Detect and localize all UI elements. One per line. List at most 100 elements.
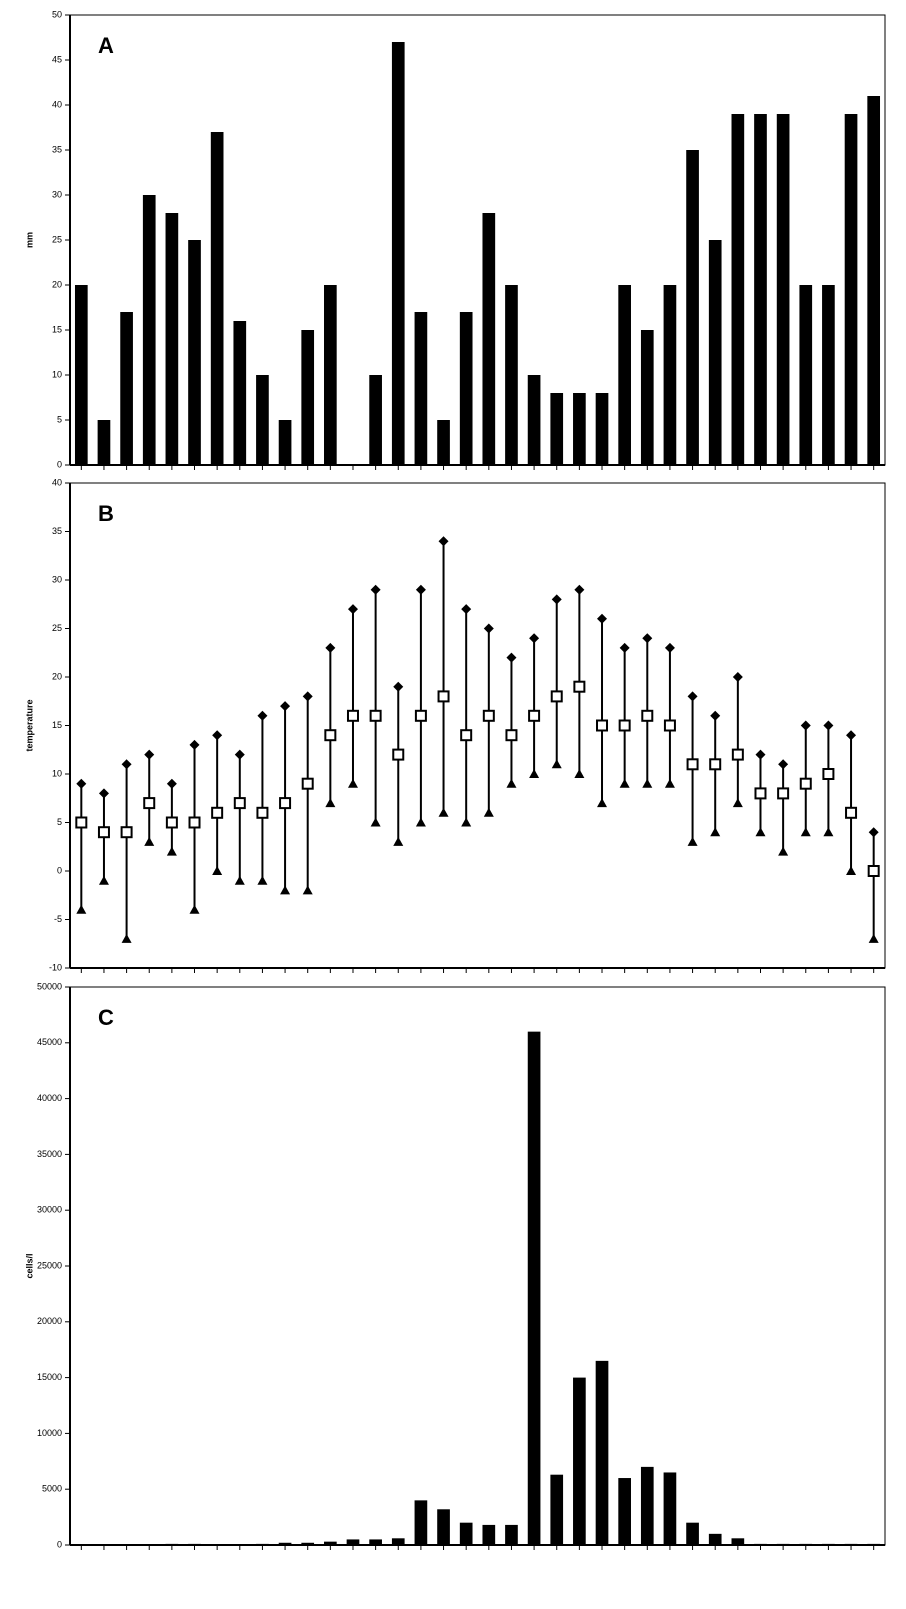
bar — [640, 330, 654, 465]
mean-marker — [845, 806, 858, 819]
max-marker — [732, 672, 743, 682]
mean-marker — [143, 797, 156, 810]
bar — [867, 96, 881, 465]
max-marker — [144, 749, 155, 760]
mean-marker — [211, 806, 224, 819]
y-tick-label: 45000 — [37, 1037, 62, 1047]
mean-marker — [437, 690, 450, 703]
mean-marker — [618, 719, 631, 732]
bar — [256, 375, 269, 465]
bar — [844, 1543, 858, 1545]
bar — [142, 195, 156, 465]
mean-marker — [573, 680, 586, 693]
min-marker — [76, 904, 87, 914]
min-marker — [732, 798, 743, 808]
mean-marker — [414, 709, 427, 722]
mean-marker — [279, 797, 292, 810]
bar — [731, 114, 745, 465]
y-axis-label: temperature — [24, 699, 34, 751]
bar — [505, 1524, 518, 1545]
bar — [482, 1524, 496, 1545]
bar — [142, 1544, 156, 1545]
bar — [459, 1522, 473, 1545]
y-tick-label: 30 — [52, 189, 62, 199]
min-marker — [483, 807, 494, 817]
bar — [550, 1474, 564, 1545]
bar — [573, 1377, 586, 1545]
max-marker — [393, 681, 404, 692]
bar — [369, 375, 382, 465]
y-tick-label: 0 — [57, 1539, 62, 1549]
min-marker — [619, 778, 630, 788]
panel-label: C — [98, 1005, 114, 1030]
y-tick-label: 40 — [52, 99, 62, 109]
max-marker — [234, 749, 245, 760]
max-marker — [755, 749, 766, 760]
y-tick-label: 10 — [52, 768, 62, 778]
min-marker — [461, 817, 472, 827]
min-marker — [597, 798, 608, 808]
y-tick-label: -10 — [49, 962, 62, 972]
y-tick-label: 20 — [52, 279, 62, 289]
y-tick-label: 35 — [52, 526, 62, 536]
min-marker — [370, 817, 381, 827]
mean-marker — [505, 729, 518, 742]
mean-marker — [822, 768, 835, 780]
bar — [97, 1544, 111, 1545]
bar — [74, 1544, 88, 1545]
bar — [437, 420, 450, 465]
max-marker — [325, 642, 336, 653]
max-marker — [438, 536, 449, 547]
bar — [301, 1542, 315, 1545]
bar — [867, 1543, 881, 1545]
min-marker — [121, 933, 132, 943]
mean-marker — [867, 865, 880, 877]
mean-marker — [75, 816, 88, 829]
y-axis-label: cells/l — [24, 1253, 34, 1278]
bar — [686, 1522, 699, 1545]
bar — [97, 420, 111, 465]
min-marker — [347, 778, 358, 788]
mean-marker — [799, 777, 812, 790]
max-marker — [483, 623, 494, 634]
max-marker — [302, 691, 313, 702]
max-marker — [189, 739, 200, 750]
bar — [618, 1478, 631, 1545]
min-marker — [823, 827, 834, 837]
y-tick-label: 5 — [57, 414, 62, 424]
min-marker — [642, 778, 653, 788]
mean-marker — [346, 709, 359, 722]
min-marker — [868, 933, 879, 943]
min-marker — [529, 769, 540, 778]
max-marker — [846, 730, 857, 741]
bar — [731, 1538, 745, 1545]
mean-marker — [777, 787, 790, 800]
y-tick-label: 40 — [52, 477, 62, 487]
min-marker — [800, 827, 811, 837]
bar — [188, 240, 201, 465]
y-tick-label: 30000 — [37, 1205, 62, 1215]
y-tick-label: 10 — [52, 369, 62, 379]
y-tick-label: 45 — [52, 54, 62, 64]
bar — [188, 1543, 201, 1545]
plot-frame — [69, 482, 886, 969]
mean-marker — [165, 816, 178, 829]
y-tick-label: -5 — [54, 914, 62, 924]
bar — [799, 1543, 813, 1545]
bar — [844, 114, 858, 465]
mean-marker — [120, 826, 133, 839]
min-marker — [415, 817, 426, 827]
y-tick-label: 25 — [52, 234, 62, 244]
mean-marker — [754, 787, 767, 800]
y-tick-label: 20000 — [37, 1316, 62, 1326]
max-marker — [574, 584, 585, 595]
mean-marker — [550, 690, 563, 703]
y-tick-label: 50000 — [37, 981, 62, 991]
mean-marker — [686, 758, 699, 771]
bar — [165, 213, 179, 465]
bar — [640, 1466, 654, 1545]
bar — [74, 285, 88, 465]
min-marker — [438, 807, 449, 817]
